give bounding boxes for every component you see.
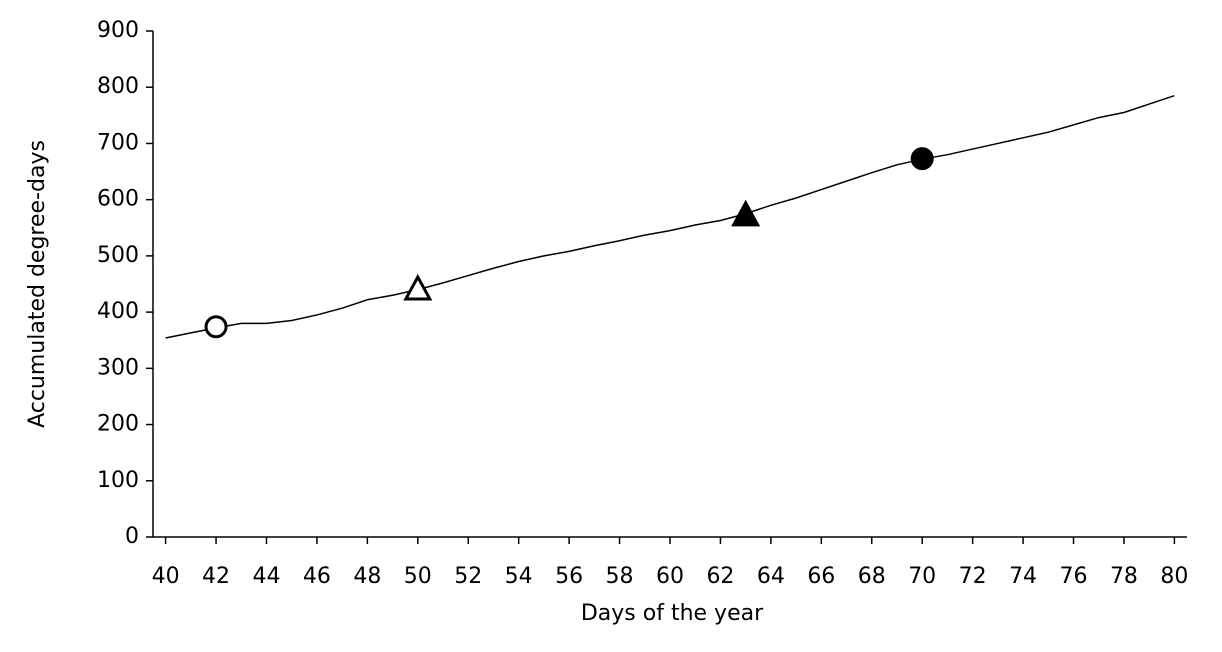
y-tick-label: 700: [97, 130, 139, 155]
x-tick-label: 78: [1110, 564, 1138, 589]
x-tick-label: 54: [505, 564, 533, 589]
x-axis-label: Days of the year: [581, 601, 764, 626]
x-tick-label: 48: [353, 564, 381, 589]
y-tick-label: 0: [125, 524, 139, 549]
x-tick-label: 58: [606, 564, 634, 589]
y-tick-label: 900: [97, 18, 139, 43]
x-tick-label: 70: [908, 564, 936, 589]
x-tick-label: 60: [656, 564, 684, 589]
y-axis-label: Accumulated degree-days: [25, 140, 50, 428]
y-tick-label: 600: [97, 187, 139, 212]
x-tick-label: 50: [404, 564, 432, 589]
x-tick-label: 68: [858, 564, 886, 589]
y-tick-label: 300: [97, 355, 139, 380]
y-tick-label: 100: [97, 468, 139, 493]
x-tick-label: 46: [303, 564, 331, 589]
x-tick-label: 42: [202, 564, 230, 589]
series-line: [165, 94, 1175, 339]
y-tick-label: 800: [97, 74, 139, 99]
x-tick-label: 66: [807, 564, 835, 589]
x-tick-label: 56: [555, 564, 583, 589]
marker-circle: [204, 315, 228, 339]
marker-triangle: [403, 273, 433, 301]
x-tick-label: 44: [252, 564, 280, 589]
x-tick-label: 72: [959, 564, 987, 589]
y-tick-label: 400: [97, 299, 139, 324]
y-tick-label: 500: [97, 243, 139, 268]
x-tick-label: 80: [1160, 564, 1188, 589]
marker-circle: [910, 147, 934, 171]
x-tick-label: 64: [757, 564, 785, 589]
marker-triangle: [731, 199, 761, 227]
x-tick-label: 62: [706, 564, 734, 589]
x-tick-label: 52: [454, 564, 482, 589]
y-tick-label: 200: [97, 412, 139, 437]
x-tick-label: 76: [1060, 564, 1088, 589]
x-tick-label: 40: [152, 564, 180, 589]
x-tick-label: 74: [1009, 564, 1037, 589]
